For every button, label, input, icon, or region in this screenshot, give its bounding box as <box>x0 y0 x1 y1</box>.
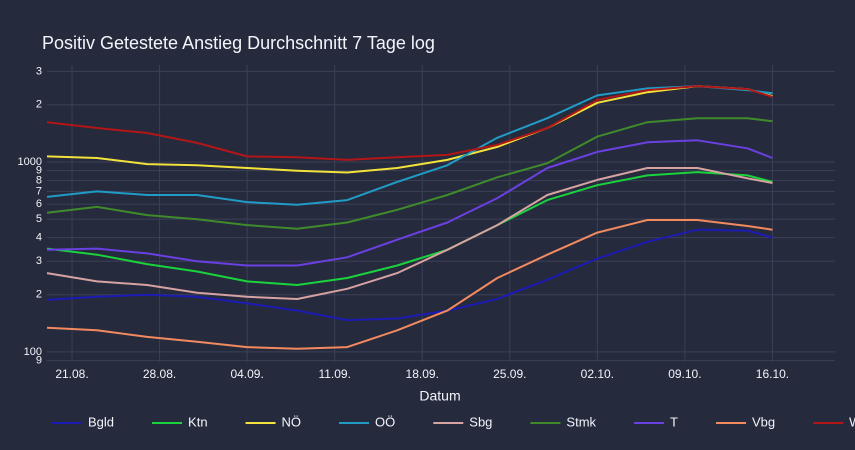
legend-item: Vbg <box>716 414 775 429</box>
legend-item: NÖ <box>245 414 302 429</box>
x-tick-label: 04.09. <box>230 367 263 381</box>
y-tick-label: 2 <box>36 99 42 111</box>
legend-item: Bgld <box>52 414 114 429</box>
y-tick-label: 6 <box>36 198 42 210</box>
y-tick-label: 9 <box>36 165 42 177</box>
legend-label: T <box>670 414 678 429</box>
series-line <box>46 171 773 286</box>
legend-label: Bgld <box>88 414 114 429</box>
series-line <box>46 219 773 350</box>
legend-item: Ktn <box>152 414 208 429</box>
x-tick-label: 18.09. <box>406 367 439 381</box>
chart-title: Positiv Getestete Anstieg Durchschnitt 7… <box>42 33 435 53</box>
x-tick-label: 11.09. <box>318 367 350 381</box>
legend-label: Stmk <box>566 414 596 429</box>
legend-item: Sbg <box>433 414 492 429</box>
x-tick-label: 21.08. <box>55 367 88 381</box>
legend-item: Stmk <box>530 414 597 429</box>
series-line <box>46 85 773 161</box>
y-tick-label: 5 <box>36 213 42 225</box>
legend-item: W <box>813 414 855 429</box>
y-tick-label: 100 <box>24 346 42 358</box>
legend-label: OÖ <box>375 414 395 429</box>
series-line <box>46 139 773 267</box>
legend-label: NÖ <box>282 414 302 429</box>
legend-label: W <box>849 414 855 429</box>
legend-item: T <box>634 414 678 429</box>
y-tick-label: 1000 <box>18 156 42 168</box>
y-tick-label: 9 <box>36 355 42 367</box>
series-line <box>46 117 773 230</box>
y-tick-label: 3 <box>36 65 42 77</box>
y-tick-label: 4 <box>36 231 42 243</box>
y-tick-label: 2 <box>36 289 42 301</box>
legend-item: OÖ <box>339 414 395 429</box>
x-tick-label: 16.10. <box>756 367 789 381</box>
x-tick-label: 25.09. <box>493 367 526 381</box>
x-axis-title: Datum <box>419 388 460 404</box>
legend-label: Ktn <box>188 414 208 429</box>
series-line <box>46 228 773 322</box>
y-tick-label: 7 <box>36 185 42 197</box>
legend-label: Vbg <box>752 414 775 429</box>
legend-label: Sbg <box>469 414 492 429</box>
x-tick-label: 28.08. <box>143 367 176 381</box>
x-tick-label: 02.10. <box>581 367 614 381</box>
series-line <box>46 167 773 300</box>
series-line <box>46 85 773 174</box>
x-tick-label: 09.10. <box>668 367 701 381</box>
y-tick-label: 3 <box>36 255 42 267</box>
y-tick-label: 8 <box>36 174 42 186</box>
